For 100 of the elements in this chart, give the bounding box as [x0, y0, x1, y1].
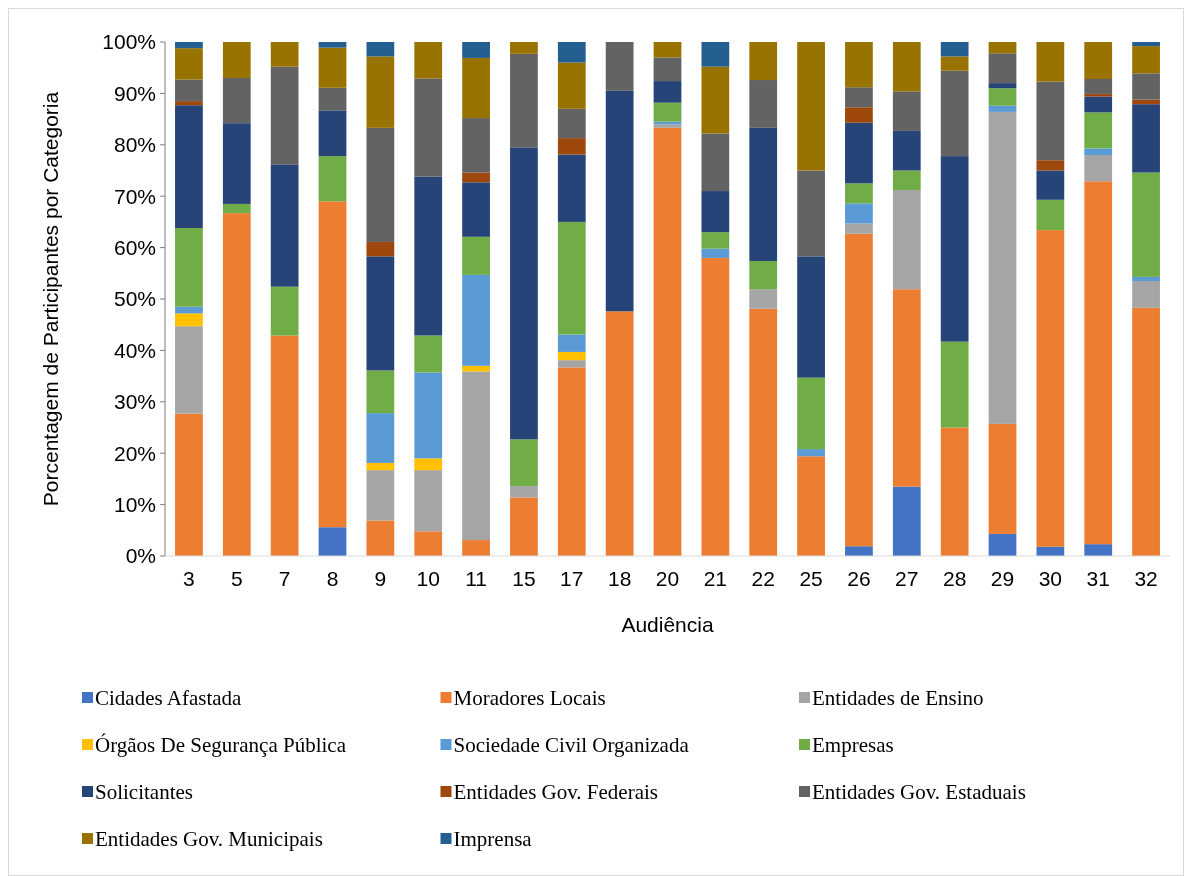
- legend-label: Entidades de Ensino: [812, 686, 984, 711]
- bar: [557, 367, 586, 556]
- legend-label: Entidades Gov. Estaduais: [812, 780, 1026, 805]
- bar: [1036, 81, 1065, 161]
- bar: [653, 102, 682, 122]
- bar: [557, 360, 586, 368]
- bar: [414, 42, 443, 79]
- bar: [462, 42, 490, 58]
- bar: [988, 105, 1017, 112]
- bar: [366, 127, 395, 242]
- bar: [175, 413, 203, 556]
- bar: [701, 232, 730, 249]
- x-tick-label: 29: [990, 567, 1015, 590]
- bar: [845, 87, 873, 108]
- bar: [222, 123, 251, 204]
- bar: [988, 83, 1017, 89]
- bar: [366, 413, 395, 463]
- bar: [366, 462, 395, 471]
- bar: [175, 101, 203, 106]
- x-tick-label: 31: [1086, 567, 1110, 590]
- bar: [1132, 73, 1160, 100]
- bar: [510, 486, 538, 498]
- x-tick-label: 20: [655, 567, 680, 590]
- bar: [222, 42, 251, 78]
- bar: [892, 486, 921, 556]
- bar: [557, 62, 586, 109]
- bar: [988, 42, 1017, 54]
- bar: [845, 546, 873, 556]
- bar: [988, 53, 1017, 84]
- y-axis-title: Porcentagem de Participantes por Categoria: [39, 91, 62, 507]
- bar: [366, 241, 395, 257]
- bar: [414, 458, 443, 471]
- bar: [510, 42, 538, 54]
- legend-label: Cidades Afastada: [95, 686, 243, 711]
- x-tick-label: 8: [326, 567, 339, 590]
- bar: [845, 42, 873, 88]
- bar: [414, 78, 443, 177]
- bar: [749, 260, 778, 290]
- bar: [462, 118, 490, 173]
- bar: [1084, 96, 1113, 113]
- bar: [797, 377, 825, 450]
- bar: [892, 42, 921, 92]
- bar: [557, 334, 586, 352]
- bar: [845, 203, 873, 224]
- x-tick-label: 25: [799, 567, 823, 590]
- bar: [940, 42, 969, 57]
- y-tick-label: 10%: [113, 492, 156, 516]
- bar: [653, 127, 682, 556]
- bar: [510, 497, 538, 556]
- bar: [366, 56, 395, 128]
- bar: [318, 110, 347, 157]
- legend-label: Órgãos De Segurança Pública: [95, 733, 347, 758]
- bar: [557, 351, 586, 361]
- legend-label: Imprensa: [453, 827, 533, 852]
- bar: [175, 228, 203, 307]
- x-tick-label: 18: [607, 567, 632, 590]
- bar: [701, 191, 730, 233]
- bar: [653, 57, 682, 82]
- x-tick-label: 10: [416, 567, 440, 590]
- bar: [749, 127, 778, 261]
- bar: [1084, 155, 1113, 182]
- x-tick-label: 21: [703, 567, 728, 590]
- legend-label: Empresas: [812, 733, 894, 758]
- x-tick-label: 26: [847, 567, 871, 590]
- bar: [749, 289, 778, 309]
- bar: [175, 48, 203, 80]
- bar: [462, 172, 490, 183]
- bar: [1132, 172, 1160, 277]
- y-tick-label: 100%: [102, 30, 156, 54]
- x-tick-label: 17: [560, 567, 584, 590]
- y-tick-label: 0%: [125, 544, 156, 568]
- bar: [414, 335, 443, 373]
- y-tick-label: 70%: [113, 184, 156, 208]
- bar: [366, 370, 395, 414]
- y-tick-label: 40%: [113, 338, 156, 362]
- bar: [222, 213, 251, 556]
- x-tick-label: 30: [1038, 567, 1063, 590]
- bar: [270, 286, 299, 336]
- bar: [845, 223, 873, 234]
- bar: [605, 90, 634, 312]
- bar: [892, 170, 921, 191]
- bar: [175, 313, 203, 327]
- bar: [845, 122, 873, 184]
- legend-label: Solicitantes: [95, 780, 193, 805]
- x-tick-label: 27: [895, 567, 919, 590]
- bar: [892, 130, 921, 171]
- bar: [845, 183, 873, 204]
- bar: [892, 91, 921, 131]
- x-tick-label: 11: [465, 567, 487, 590]
- bar: [988, 533, 1017, 556]
- bar: [414, 470, 443, 532]
- bar: [1132, 46, 1160, 74]
- bar: [366, 256, 395, 371]
- bar: [557, 138, 586, 155]
- bar: [701, 248, 730, 258]
- bar: [1084, 181, 1113, 545]
- bar: [557, 221, 586, 335]
- bar: [653, 42, 682, 58]
- legend-label: Entidades Gov. Municipais: [95, 827, 323, 852]
- bar: [845, 233, 873, 547]
